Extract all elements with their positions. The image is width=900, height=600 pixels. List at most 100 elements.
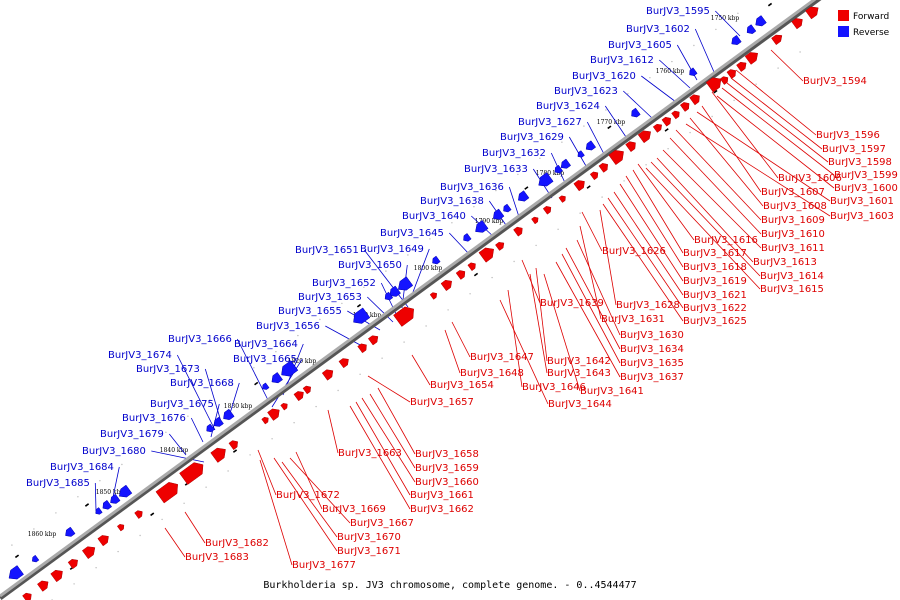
forward-gene xyxy=(97,535,109,547)
guide-dot xyxy=(513,260,515,263)
forward-leader xyxy=(619,183,684,282)
guide-dot xyxy=(711,115,713,118)
guide-dot xyxy=(297,334,299,337)
forward-leader xyxy=(770,49,804,82)
kbp-mark: 1840 kbp xyxy=(160,447,189,454)
forward-gene-label: BurJV3_1619 xyxy=(683,276,747,287)
forward-gene xyxy=(608,150,624,166)
forward-gene-label: BurJV3_1682 xyxy=(205,538,269,549)
guide-dot xyxy=(385,270,387,272)
guide-dot xyxy=(645,164,647,166)
legend-reverse-swatch xyxy=(838,26,849,37)
reverse-gene xyxy=(755,15,767,27)
feature-tick xyxy=(254,381,259,386)
forward-leader xyxy=(581,211,603,252)
kbp-mark: 1820 kbp xyxy=(288,358,317,365)
guide-dot xyxy=(77,496,79,498)
forward-leader xyxy=(599,209,617,306)
forward-leader xyxy=(576,239,621,336)
reverse-leader xyxy=(409,248,430,301)
forward-gene-label: BurJV3_1639 xyxy=(540,298,604,309)
feature-tick xyxy=(473,272,479,277)
reverse-gene-label: BurJV3_1685 xyxy=(26,478,90,489)
guide-dot xyxy=(671,60,673,63)
reverse-gene-label: BurJV3_1656 xyxy=(256,321,320,332)
forward-gene-label: BurJV3_1648 xyxy=(460,368,524,379)
forward-gene-label: BurJV3_1621 xyxy=(683,290,747,301)
forward-gene-label: BurJV3_1609 xyxy=(761,215,825,226)
forward-leader xyxy=(561,253,621,364)
forward-gene-label: BurJV3_1635 xyxy=(620,358,684,369)
forward-leader xyxy=(625,175,684,268)
forward-gene xyxy=(81,546,96,560)
forward-gene-label: BurJV3_1599 xyxy=(834,170,898,181)
guide-dot xyxy=(121,463,123,466)
forward-gene-label: BurJV3_1683 xyxy=(185,552,249,563)
forward-gene xyxy=(671,110,680,120)
guide-dot xyxy=(187,415,189,417)
forward-gene xyxy=(116,524,125,532)
reverse-gene-label: BurJV3_1645 xyxy=(380,228,444,239)
reverse-gene-label: BurJV3_1666 xyxy=(168,334,232,345)
forward-leader xyxy=(535,267,548,362)
forward-gene-label: BurJV3_1617 xyxy=(683,248,747,259)
reverse-gene-label: BurJV3_1650 xyxy=(338,260,402,271)
forward-gene-label: BurJV3_1670 xyxy=(337,532,401,543)
guide-dot xyxy=(689,131,691,134)
guide-dot xyxy=(11,544,13,546)
forward-gene-label: BurJV3_1647 xyxy=(470,352,534,363)
guide-dot xyxy=(429,238,431,240)
forward-gene xyxy=(455,270,466,280)
reverse-gene xyxy=(577,150,585,158)
forward-gene xyxy=(179,462,204,485)
forward-gene xyxy=(719,76,729,85)
forward-leader xyxy=(543,273,581,392)
guide-dot xyxy=(469,293,471,295)
feature-tick xyxy=(150,512,155,517)
feature-tick xyxy=(232,449,238,453)
forward-leader xyxy=(650,161,761,277)
forward-gene xyxy=(805,6,819,20)
forward-gene xyxy=(689,94,700,106)
forward-leader xyxy=(701,105,762,193)
forward-gene xyxy=(228,440,238,451)
reverse-gene-label: BurJV3_1602 xyxy=(626,24,690,35)
reverse-gene xyxy=(746,24,757,34)
forward-gene xyxy=(134,510,143,519)
guide-dot xyxy=(473,206,475,208)
guide-dot xyxy=(447,309,449,311)
forward-gene-label: BurJV3_1643 xyxy=(547,368,611,379)
forward-gene-label: BurJV3_1669 xyxy=(322,504,386,515)
forward-leader xyxy=(164,527,186,558)
kbp-mark: 1760 kbp xyxy=(656,68,685,75)
reverse-leader xyxy=(367,296,394,323)
genome-axis-shadow xyxy=(0,0,822,600)
guide-dot xyxy=(341,302,343,305)
forward-gene xyxy=(531,216,539,225)
forward-leader xyxy=(730,77,823,150)
reverse-gene-label: BurJV3_1595 xyxy=(646,6,710,17)
reverse-gene xyxy=(398,276,414,291)
reverse-gene-label: BurJV3_1632 xyxy=(482,148,546,159)
forward-gene-label: BurJV3_1596 xyxy=(816,130,880,141)
forward-gene xyxy=(429,292,437,300)
guide-dot xyxy=(319,318,321,321)
forward-gene-label: BurJV3_1630 xyxy=(620,330,684,341)
forward-gene xyxy=(679,102,690,112)
forward-leader xyxy=(632,169,684,254)
reverse-leader xyxy=(94,482,97,512)
forward-gene xyxy=(495,242,505,251)
guide-dot xyxy=(539,157,541,159)
reverse-leader xyxy=(168,433,187,456)
forward-gene xyxy=(67,559,78,570)
reverse-leader xyxy=(586,121,605,155)
reverse-leader xyxy=(176,354,216,431)
guide-dot xyxy=(209,399,211,401)
forward-gene xyxy=(280,403,288,411)
legend-forward-label: Forward xyxy=(853,12,889,22)
forward-gene xyxy=(478,247,494,263)
guide-dot xyxy=(183,502,185,504)
forward-gene-label: BurJV3_1654 xyxy=(430,380,494,391)
forward-gene xyxy=(652,123,662,133)
forward-leader xyxy=(257,449,277,496)
